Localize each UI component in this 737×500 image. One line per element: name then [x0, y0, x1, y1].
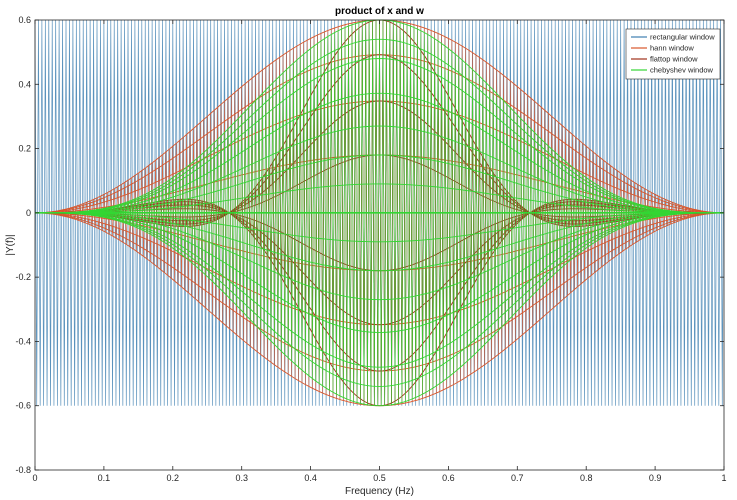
chart-title: product of x and w — [335, 6, 424, 17]
y-tick-label-3: -0.2 — [15, 272, 31, 282]
series-chebyshev-envelope-5-lower — [35, 212, 724, 272]
y-tick-label-7: 0.6 — [18, 15, 31, 25]
x-tick-label-4: 0.4 — [304, 473, 317, 483]
legend-label-rectangular: rectangular window — [650, 33, 715, 42]
legend-label-chebyshev: chebyshev window — [650, 66, 714, 75]
series-chebyshev-envelope-4-upper — [35, 125, 724, 214]
x-tick-label-3: 0.3 — [235, 473, 248, 483]
x-tick-label-8: 0.8 — [580, 473, 593, 483]
x-tick-label-10: 1 — [721, 473, 726, 483]
x-tick-label-5: 0.5 — [373, 473, 386, 483]
x-tick-label-2: 0.2 — [167, 473, 180, 483]
y-tick-label-6: 0.4 — [18, 79, 31, 89]
y-tick-label-4: 0 — [26, 208, 31, 218]
x-tick-label-6: 0.6 — [442, 473, 455, 483]
x-axis-label: Frequency (Hz) — [345, 486, 414, 497]
x-tick-label-1: 0.1 — [98, 473, 111, 483]
series-chebyshev-envelope-0-lower — [35, 212, 724, 407]
x-tick-label-7: 0.7 — [511, 473, 524, 483]
series-flattop-envelope-1-lower — [35, 201, 724, 372]
series-flattop-envelope-2-lower — [35, 204, 724, 326]
series-chebyshev-envelope-1-lower — [35, 212, 724, 387]
y-tick-label-1: -0.6 — [15, 401, 31, 411]
series-chebyshev-envelope-5-upper — [35, 154, 724, 214]
series-chebyshev-envelope-3-upper — [35, 92, 724, 214]
x-tick-label-0: 0 — [32, 473, 37, 483]
x-axis: 0 0.1 0.2 0.3 0.4 0.5 0.6 0.7 0.8 0.9 1 — [32, 20, 727, 483]
series-chebyshev-envelope-2-lower — [35, 212, 724, 368]
y-tick-label-5: 0.2 — [18, 144, 31, 154]
y-axis-label: |Y(f)| — [5, 234, 16, 255]
series-chebyshev-envelope-6-lower — [35, 212, 724, 243]
y-tick-label-0: -0.8 — [15, 465, 31, 475]
series-chebyshev-envelope-3-lower — [35, 212, 724, 333]
series-chebyshev-envelope-6-upper — [35, 183, 724, 214]
series-chebyshev-envelope-2-upper — [35, 58, 724, 214]
legend-label-flattop: flattop window — [650, 55, 698, 64]
y-tick-label-2: -0.4 — [15, 336, 31, 346]
legend: rectangular window hann window flattop w… — [625, 28, 721, 80]
series-chebyshev-envelope-1-upper — [35, 38, 724, 214]
series-chebyshev-envelope-4-lower — [35, 212, 724, 301]
x-tick-label-9: 0.9 — [649, 473, 662, 483]
y-axis: -0.8 -0.6 -0.4 -0.2 0 0.2 0.4 0.6 — [15, 15, 724, 475]
legend-label-hann: hann window — [650, 44, 694, 53]
